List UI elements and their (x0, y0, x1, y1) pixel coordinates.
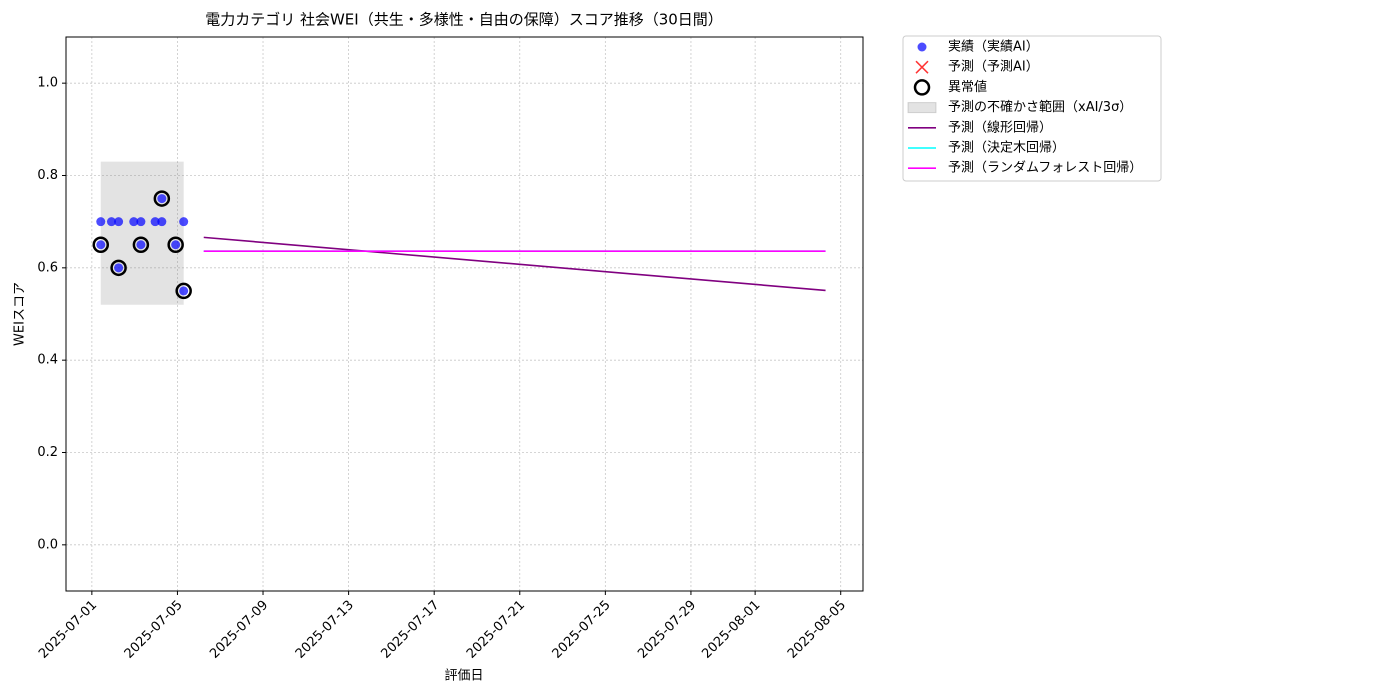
x-tick-label: 2025-08-05 (785, 598, 849, 662)
legend-label: 予測（決定木回帰） (948, 140, 1065, 156)
x-tick-label: 2025-07-25 (550, 598, 614, 662)
actual-point (129, 217, 139, 227)
x-tick-label: 2025-07-09 (207, 598, 271, 662)
x-tick-label: 2025-07-21 (464, 598, 528, 662)
uncertainty-band (100, 161, 184, 305)
outlier-point (92, 236, 110, 253)
outlier-point (167, 236, 184, 253)
actual-point (179, 217, 189, 227)
y-tick-label: 0.2 (37, 445, 58, 460)
legend-label: 予測（線形回帰） (948, 119, 1052, 135)
chart-title: 電力カテゴリ 社会WEI（共生・多様性・自由の保障）スコア推移（30日間） (205, 11, 723, 29)
legend-label: 予測の不確かさ範囲（xAI/3σ） (948, 99, 1132, 115)
actual-point (179, 286, 189, 296)
y-tick-label: 0.0 (37, 537, 58, 552)
x-tick-label: 2025-07-05 (122, 598, 186, 662)
actual-point (106, 217, 116, 227)
outlier-point (175, 282, 192, 300)
y-tick-label: 0.6 (37, 260, 58, 275)
actual-point (136, 217, 146, 227)
actual-point (157, 194, 167, 204)
legend-label: 実績（実績AI） (948, 39, 1039, 55)
outlier-point (110, 259, 127, 277)
x-tick-label: 2025-08-01 (699, 598, 763, 662)
x-tick-label: 2025-07-29 (635, 598, 699, 662)
actual-point (96, 240, 106, 250)
x-axis-label: 評価日 (444, 669, 483, 684)
legend-marker (917, 42, 927, 52)
actual-point (114, 217, 124, 227)
actual-point (114, 263, 124, 273)
actual-point (157, 217, 167, 227)
legend-label: 予測（予測AI） (948, 60, 1039, 75)
x-tick-label: 2025-07-17 (378, 598, 442, 662)
legend-label: 予測（ランダムフォレスト回帰） (948, 160, 1142, 176)
plot-frame (65, 36, 864, 592)
legend-box (902, 35, 1162, 182)
y-tick-label: 0.4 (37, 353, 58, 368)
legend-marker (913, 79, 931, 96)
legend-label: 異常値 (948, 79, 987, 95)
outlier-point (132, 236, 150, 253)
x-tick-label: 2025-07-01 (36, 598, 100, 662)
actual-point (150, 217, 160, 227)
y-axis-label: WEIスコア (13, 282, 28, 346)
legend-marker (907, 102, 937, 114)
actual-point (136, 240, 146, 250)
x-tick-label: 2025-07-13 (293, 598, 357, 662)
legend-marker (915, 60, 929, 74)
forecast-line (203, 236, 826, 292)
outlier-point (153, 190, 171, 207)
y-tick-label: 0.8 (37, 168, 58, 183)
y-tick-label: 1.0 (37, 76, 58, 91)
actual-point (171, 240, 181, 250)
actual-point (96, 217, 106, 227)
